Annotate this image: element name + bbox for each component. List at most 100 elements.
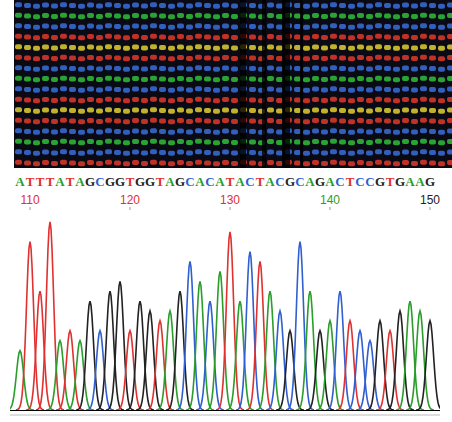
gel-band <box>447 129 452 134</box>
gel-band <box>303 56 310 61</box>
gel-band <box>375 2 382 7</box>
gel-band <box>330 34 337 39</box>
gel-band <box>105 118 112 123</box>
gel-band <box>294 77 301 82</box>
gel-band <box>33 35 40 40</box>
gel-band <box>33 77 40 82</box>
gel-band <box>339 77 346 82</box>
gel-image <box>14 0 452 168</box>
base-letter: A <box>75 174 85 189</box>
gel-band <box>303 67 310 72</box>
gel-band <box>213 109 220 114</box>
gel-band <box>42 150 49 155</box>
chart-root: ATTTATAGCGGTGGTAGCACATACTACGCAGACTCCGTGA… <box>0 0 452 422</box>
gel-band <box>384 98 391 103</box>
gel-band <box>186 129 193 134</box>
gel-band <box>69 66 76 71</box>
gel-band <box>402 45 409 50</box>
gel-band <box>429 98 436 103</box>
gel-band <box>33 130 40 135</box>
gel-band <box>150 23 157 28</box>
gel-band <box>375 34 382 39</box>
gel-band <box>15 55 22 60</box>
gel-band <box>96 56 103 61</box>
gel-gap <box>262 0 266 168</box>
gel-band <box>150 76 157 81</box>
gel-band <box>159 108 166 113</box>
gel-band <box>303 161 310 166</box>
gel-band <box>222 34 229 39</box>
gel-band <box>312 45 319 50</box>
gel-band <box>312 34 319 39</box>
gel-band <box>51 108 58 113</box>
gel-band <box>339 87 346 92</box>
gel-band <box>393 4 400 9</box>
gel-band <box>366 14 373 19</box>
gel-band <box>186 140 193 145</box>
trace-peak <box>226 301 254 410</box>
gel-band <box>330 128 337 133</box>
gel-band <box>222 66 229 71</box>
gel-band <box>15 86 22 91</box>
gel-band <box>168 4 175 9</box>
gel-band <box>294 150 301 155</box>
gel-band <box>249 3 256 8</box>
gel-band <box>78 46 85 51</box>
gel-band <box>447 97 452 102</box>
gel-band <box>438 161 445 166</box>
gel-band <box>330 76 337 81</box>
gel-band <box>24 56 31 61</box>
gel-band <box>267 139 274 144</box>
gel-band <box>303 77 310 82</box>
gel-band <box>60 13 67 18</box>
gel-band <box>195 34 202 39</box>
gel-band <box>276 108 283 113</box>
gel-band <box>375 13 382 18</box>
gel-band <box>213 56 220 61</box>
gel-band <box>186 161 193 166</box>
chart-svg: ATTTATAGCGGTGGTAGCACATACTACGCAGACTCCGTGA… <box>0 0 452 422</box>
gel-band <box>159 77 166 82</box>
gel-band <box>420 139 427 144</box>
gel-band <box>384 129 391 134</box>
base-letter: C <box>185 174 194 189</box>
gel-band <box>249 98 256 103</box>
gel-band <box>402 139 409 144</box>
gel-band <box>312 97 319 102</box>
gel-band <box>168 56 175 61</box>
trace-peak <box>26 291 54 410</box>
gel-band <box>357 108 364 113</box>
gel-band <box>24 24 31 29</box>
gel-band <box>339 140 346 145</box>
gel-band <box>375 86 382 91</box>
gel-band <box>87 3 94 8</box>
gel-band <box>321 3 328 8</box>
gel-band <box>411 14 418 19</box>
trace-peak <box>46 341 74 410</box>
gel-band <box>366 24 373 29</box>
gel-band <box>60 44 67 49</box>
gel-band <box>348 67 355 72</box>
gel-band <box>303 46 310 51</box>
trace-peak <box>206 271 234 410</box>
trace-peak <box>356 341 384 410</box>
gel-band <box>384 56 391 61</box>
gel-band <box>51 14 58 19</box>
gel-band <box>204 140 211 145</box>
gel-band <box>411 35 418 40</box>
gel-band <box>411 56 418 61</box>
gel-band <box>402 3 409 8</box>
gel-band <box>312 55 319 60</box>
gel-band <box>420 13 427 18</box>
gel-band <box>438 98 445 103</box>
gel-band <box>375 76 382 81</box>
gel-band <box>204 129 211 134</box>
gel-band <box>114 35 121 40</box>
base-letter: C <box>245 174 254 189</box>
gel-band <box>213 77 220 82</box>
gel-band <box>213 67 220 72</box>
gel-band <box>402 160 409 165</box>
gel-band <box>15 160 22 165</box>
gel-band <box>222 45 229 50</box>
gel-band <box>375 44 382 49</box>
